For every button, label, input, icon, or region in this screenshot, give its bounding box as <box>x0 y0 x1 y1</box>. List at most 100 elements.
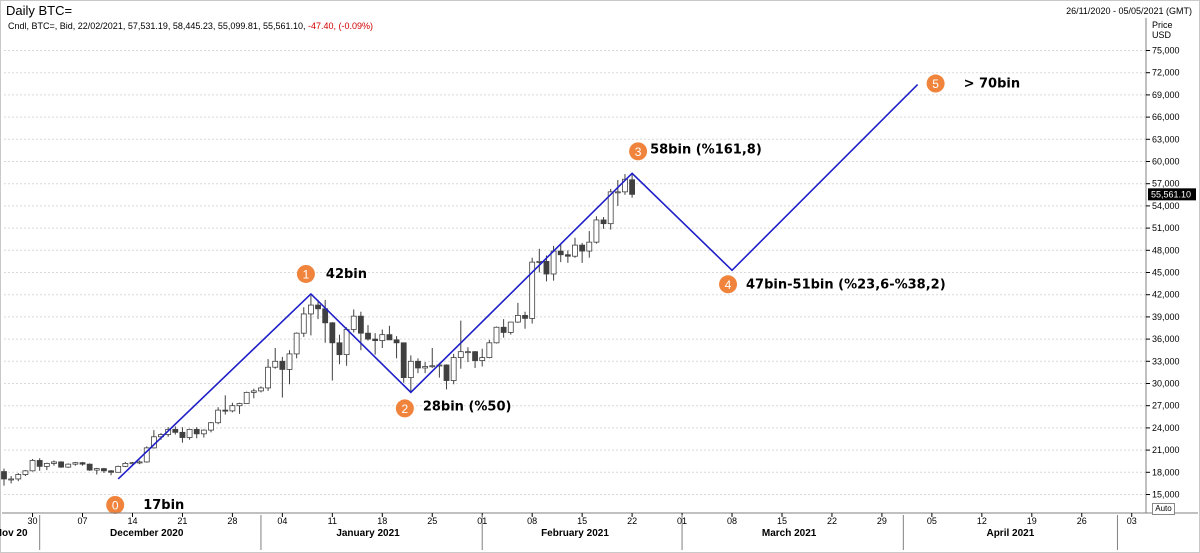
y-tick-label: 27,000 <box>1152 401 1180 411</box>
candle-body-down <box>415 360 421 369</box>
candle-body-down <box>86 463 93 471</box>
wave-marker-0 <box>106 495 125 514</box>
x-tick-label: 19 <box>1027 516 1037 526</box>
wave-number-5: 5 <box>932 77 939 91</box>
wave-number-1: 1 <box>303 267 310 281</box>
wave-marker-3 <box>629 142 648 161</box>
x-tick-label: 29 <box>877 516 887 526</box>
candle-body-up <box>465 351 471 354</box>
y-tick-label: 69,000 <box>1152 90 1180 100</box>
y-tick-label: 63,000 <box>1152 134 1180 144</box>
candle-body-down <box>357 315 364 334</box>
y-tick-label: 51,000 <box>1152 223 1180 233</box>
x-tick-label: 21 <box>177 516 187 526</box>
x-tick-label: 03 <box>1127 516 1137 526</box>
candle-body-up <box>407 360 414 378</box>
candle-body-down <box>58 461 64 468</box>
candle-body-down <box>372 338 379 341</box>
candle-body-down <box>557 250 564 256</box>
candle-body-up <box>515 315 521 323</box>
month-label: December 2020 <box>110 528 184 539</box>
candle-body-up <box>479 357 486 361</box>
currency-axis-label: USD <box>1152 30 1172 40</box>
candle-body-up <box>379 334 386 341</box>
x-tick-label: 18 <box>377 516 387 526</box>
candle-body-up <box>350 315 357 330</box>
candle-body-down <box>400 342 407 378</box>
candle-body-up <box>229 405 236 412</box>
candle-body-up <box>8 478 15 481</box>
candle-body-up <box>586 241 593 252</box>
wave-note-4: 47bin-51bin (%23,6-%38,2) <box>746 277 946 292</box>
month-label: January 2021 <box>336 528 400 539</box>
month-label: March 2021 <box>762 528 817 539</box>
x-tick-label: 28 <box>227 516 237 526</box>
candle-body-up <box>450 357 457 381</box>
candle-body-up <box>507 321 514 333</box>
date-range: 26/11/2020 - 05/05/2021 (GMT) <box>1066 6 1192 16</box>
x-tick-label: 05 <box>927 516 937 526</box>
candle-body-up <box>300 313 307 334</box>
wave-note-2: 28bin (%50) <box>423 399 512 414</box>
candle-body-up <box>115 465 122 473</box>
last-price-marker <box>1148 188 1196 201</box>
candle-body-down <box>629 179 635 195</box>
candle-body-up <box>536 260 543 263</box>
candle-body-up <box>243 391 250 404</box>
candle-body-down <box>564 254 571 257</box>
y-tick-label: 72,000 <box>1152 68 1180 78</box>
candle-body-down <box>393 339 400 344</box>
month-label: April 2021 <box>986 528 1034 539</box>
candle-body-up <box>457 351 464 358</box>
candle-body-up <box>622 178 628 193</box>
candle-body-down <box>522 315 528 319</box>
x-tick-label: 04 <box>277 516 287 526</box>
candle-body-up <box>293 332 300 355</box>
candle-body-down <box>193 428 200 435</box>
candle-body-up <box>429 365 436 368</box>
x-tick-label: 15 <box>577 516 587 526</box>
x-tick-label: 08 <box>727 516 737 526</box>
ohlc-info-line: Cndl, BTC=, Bid, 22/02/2021, 57,531.19, … <box>8 21 373 31</box>
x-tick-label: 14 <box>127 516 137 526</box>
y-tick-label: 39,000 <box>1152 312 1180 322</box>
y-tick-label: 36,000 <box>1152 334 1180 344</box>
x-tick-label: 30 <box>28 516 38 526</box>
candle-body-up <box>422 366 429 369</box>
wave-marker-1 <box>296 264 315 283</box>
x-tick-label: 08 <box>527 516 537 526</box>
month-label: February 2021 <box>541 528 609 539</box>
candle-body-up <box>15 474 22 480</box>
candle-body-down <box>365 332 371 340</box>
y-tick-label: 18,000 <box>1152 467 1180 477</box>
y-tick-label: 60,000 <box>1152 157 1180 167</box>
candle-body-down <box>315 304 321 310</box>
candle-body-down <box>79 462 86 465</box>
candle-body-up <box>593 219 600 243</box>
chart-title: Daily BTC= <box>6 3 73 18</box>
candle-body-down <box>500 326 507 333</box>
candle-body-up <box>43 463 50 467</box>
y-tick-label: 21,000 <box>1152 445 1180 455</box>
x-axis: 30 07 14 21 28 04 11 18 25 01 08 15 22 01 08 15 22 29 05 12… <box>0 512 1198 550</box>
auto-scale-button[interactable]: Auto <box>1152 503 1175 515</box>
wave-note-1: 42bin <box>326 267 367 282</box>
y-tick-label: 42,000 <box>1152 290 1180 300</box>
candle-body-down <box>322 308 329 324</box>
y-tick-label: 54,000 <box>1152 201 1180 211</box>
candle-body-up <box>343 329 350 356</box>
candle-body-down <box>472 351 478 361</box>
candle-body-down <box>329 322 336 344</box>
candle-body-up <box>236 403 243 407</box>
y-tick-label: 24,000 <box>1152 423 1180 433</box>
y-tick-label: 48,000 <box>1152 245 1180 255</box>
x-tick-label: 07 <box>78 516 88 526</box>
wave-number-2: 2 <box>401 402 408 416</box>
x-tick-label: 15 <box>777 516 787 526</box>
candle-body-up <box>614 191 621 194</box>
candle-body-up <box>272 360 279 368</box>
wave-marker-5 <box>926 74 945 93</box>
x-tick-label: 11 <box>328 516 337 526</box>
candle-body-down <box>600 219 607 225</box>
